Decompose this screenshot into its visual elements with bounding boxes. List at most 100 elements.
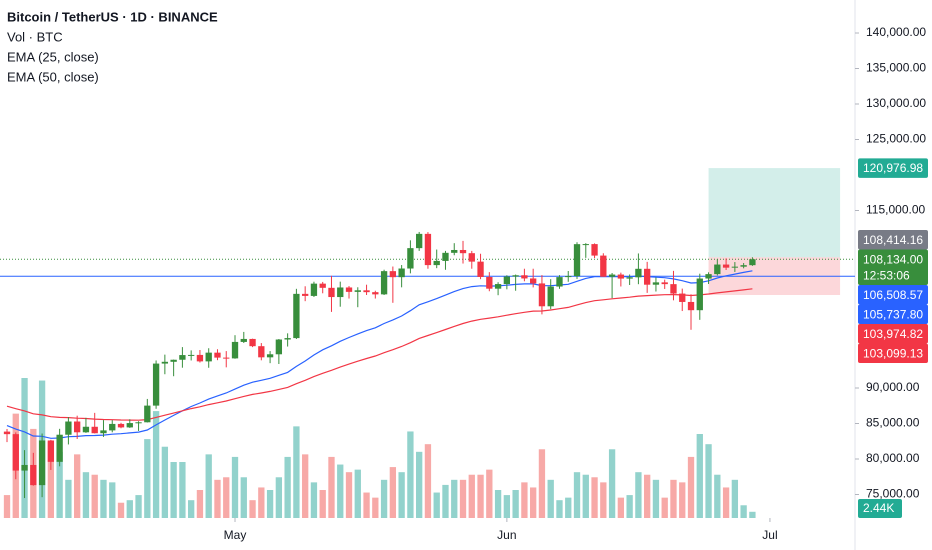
volume-bar: [407, 431, 414, 518]
candle-body: [188, 354, 195, 356]
y-tick-label: 115,000.00: [866, 203, 925, 217]
volume-bar: [494, 490, 502, 518]
candle-body: [468, 253, 475, 262]
candle-body: [293, 293, 300, 339]
volume-bar: [617, 497, 625, 518]
candle-body: [389, 271, 397, 278]
candle-body: [231, 341, 239, 359]
price-badge: [858, 230, 928, 250]
y-tick-label: 90,000.00: [866, 380, 920, 394]
candle-body: [556, 277, 563, 287]
volume-bar: [442, 484, 449, 518]
candle-body: [47, 440, 55, 462]
candle-body: [302, 293, 309, 296]
price-badge-label: 108,134.00: [863, 252, 923, 266]
candle-body: [240, 338, 247, 342]
candle-body: [109, 423, 116, 431]
indicator-label: Vol · BTC: [7, 29, 63, 44]
candle-body: [179, 355, 186, 360]
volume-bar: [556, 500, 563, 518]
candle-body: [372, 292, 379, 295]
candle-body: [152, 363, 160, 406]
candle-body: [459, 249, 467, 254]
volume-bar: [538, 449, 546, 518]
x-tick-label: Jul: [762, 528, 777, 542]
volume-bar: [284, 456, 291, 518]
candle-body: [608, 274, 616, 277]
volume-bar: [214, 479, 221, 518]
candle-body: [722, 264, 730, 268]
candle-body: [266, 354, 274, 358]
candle-body: [521, 275, 528, 279]
candle-body: [91, 426, 98, 434]
candle-body: [214, 352, 221, 358]
volume-bar: [117, 502, 125, 518]
y-tick-label: 125,000.00: [866, 132, 926, 146]
candle-body: [740, 265, 747, 267]
volume-bar: [661, 497, 668, 518]
candle-body: [56, 434, 63, 462]
y-tick-label: 130,000.00: [866, 96, 926, 110]
volume-bar: [679, 482, 686, 518]
candle-body: [135, 422, 142, 424]
price-badge: [858, 343, 928, 364]
volume-badge: [858, 499, 902, 518]
candle-body: [363, 290, 370, 293]
volume-bar: [670, 479, 677, 518]
volume-bar: [258, 487, 265, 518]
countdown: 12:53:06: [863, 268, 910, 282]
volume-badge-label: 2.44K: [863, 501, 894, 515]
volume-bar: [573, 472, 581, 518]
price-badge: [858, 249, 928, 286]
volume-bar: [696, 434, 703, 518]
volume-bar: [231, 456, 239, 518]
volume-bar: [275, 477, 283, 518]
candle-body: [582, 244, 589, 246]
volume-bar: [56, 451, 63, 518]
candle-body: [670, 284, 677, 294]
volume-bar: [521, 482, 528, 518]
volume-bar: [310, 482, 318, 518]
volume-bar: [354, 469, 361, 518]
volume-bar: [582, 474, 589, 518]
volume-bar: [424, 444, 432, 518]
price-badge-label: 105,737.80: [863, 307, 923, 321]
y-tick-label: 135,000.00: [866, 61, 926, 75]
volume-bar: [328, 456, 335, 518]
candle-body: [565, 276, 572, 278]
volume-bar: [398, 472, 405, 518]
candle-body: [591, 244, 598, 256]
y-tick-label: 75,000.00: [866, 487, 920, 501]
candle-body: [442, 252, 449, 261]
volume-bar: [249, 500, 256, 518]
volume-bar: [600, 482, 607, 518]
volume-bar: [135, 495, 142, 518]
volume-bar: [591, 477, 598, 518]
price-badge: [858, 285, 928, 305]
volume-bar: [161, 446, 169, 518]
volume-bar: [722, 487, 730, 518]
y-tick-label: 80,000.00: [866, 451, 920, 465]
volume-bar: [530, 487, 537, 518]
candle-body: [679, 293, 686, 302]
candle-body: [12, 434, 19, 471]
candle-body: [530, 278, 537, 284]
candle-body: [205, 352, 212, 362]
volume-bar: [608, 449, 616, 518]
chart-title: Bitcoin / TetherUS · 1D · BINANCE: [7, 9, 218, 24]
volume-bar: [302, 454, 309, 518]
candle-body: [196, 354, 204, 362]
candle-body: [30, 464, 37, 486]
volume-bar: [714, 474, 721, 518]
candle-body: [82, 426, 90, 433]
volume-bar: [477, 474, 484, 518]
y-tick-label: 85,000.00: [866, 416, 920, 430]
candle-body: [65, 421, 72, 435]
volume-bar: [345, 472, 353, 518]
candle-body: [714, 264, 721, 275]
price-badge-label: 108,414.16: [863, 233, 923, 247]
volume-bar: [319, 490, 326, 518]
candle-body: [573, 244, 581, 277]
candle-body: [477, 261, 484, 277]
